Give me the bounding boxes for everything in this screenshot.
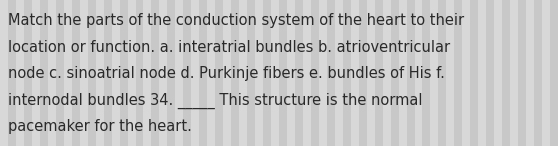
- Bar: [470, 0, 478, 146]
- Bar: [255, 0, 263, 146]
- Bar: [40, 0, 48, 146]
- Bar: [550, 0, 558, 146]
- Bar: [430, 0, 439, 146]
- Text: internodal bundles 34. _____ This structure is the normal: internodal bundles 34. _____ This struct…: [8, 93, 423, 109]
- Bar: [95, 0, 104, 146]
- Bar: [518, 0, 526, 146]
- Bar: [199, 0, 207, 146]
- Bar: [327, 0, 335, 146]
- Bar: [295, 0, 303, 146]
- Bar: [136, 0, 143, 146]
- Bar: [64, 0, 72, 146]
- Bar: [287, 0, 295, 146]
- Bar: [119, 0, 128, 146]
- Bar: [391, 0, 398, 146]
- Bar: [415, 0, 422, 146]
- Bar: [231, 0, 239, 146]
- Bar: [151, 0, 160, 146]
- Bar: [191, 0, 199, 146]
- Bar: [351, 0, 359, 146]
- Bar: [24, 0, 32, 146]
- Text: node c. sinoatrial node d. Purkinje fibers e. bundles of His f.: node c. sinoatrial node d. Purkinje fibe…: [8, 66, 445, 81]
- Bar: [422, 0, 430, 146]
- Bar: [104, 0, 112, 146]
- Bar: [271, 0, 279, 146]
- Bar: [0, 0, 8, 146]
- Bar: [383, 0, 391, 146]
- Bar: [486, 0, 494, 146]
- Bar: [407, 0, 415, 146]
- Text: location or function. a. interatrial bundles b. atrioventricular: location or function. a. interatrial bun…: [8, 40, 450, 55]
- Bar: [343, 0, 351, 146]
- Bar: [463, 0, 470, 146]
- Bar: [175, 0, 184, 146]
- Bar: [56, 0, 64, 146]
- Bar: [223, 0, 231, 146]
- Bar: [80, 0, 88, 146]
- Bar: [8, 0, 16, 146]
- Bar: [542, 0, 550, 146]
- Bar: [239, 0, 247, 146]
- Bar: [167, 0, 175, 146]
- Bar: [72, 0, 80, 146]
- Bar: [247, 0, 255, 146]
- Bar: [319, 0, 327, 146]
- Bar: [398, 0, 407, 146]
- Bar: [184, 0, 191, 146]
- Bar: [279, 0, 287, 146]
- Bar: [478, 0, 486, 146]
- Bar: [510, 0, 518, 146]
- Bar: [215, 0, 223, 146]
- Bar: [128, 0, 136, 146]
- Bar: [374, 0, 383, 146]
- Bar: [439, 0, 446, 146]
- Bar: [160, 0, 167, 146]
- Bar: [112, 0, 119, 146]
- Bar: [494, 0, 502, 146]
- Bar: [359, 0, 367, 146]
- Bar: [367, 0, 374, 146]
- Bar: [335, 0, 343, 146]
- Bar: [534, 0, 542, 146]
- Bar: [311, 0, 319, 146]
- Bar: [32, 0, 40, 146]
- Bar: [143, 0, 151, 146]
- Bar: [263, 0, 271, 146]
- Bar: [454, 0, 463, 146]
- Bar: [48, 0, 56, 146]
- Text: Match the parts of the conduction system of the heart to their: Match the parts of the conduction system…: [8, 13, 464, 28]
- Text: pacemaker for the heart.: pacemaker for the heart.: [8, 119, 193, 134]
- Bar: [526, 0, 534, 146]
- Bar: [16, 0, 24, 146]
- Bar: [446, 0, 454, 146]
- Bar: [88, 0, 95, 146]
- Bar: [303, 0, 311, 146]
- Bar: [207, 0, 215, 146]
- Bar: [502, 0, 510, 146]
